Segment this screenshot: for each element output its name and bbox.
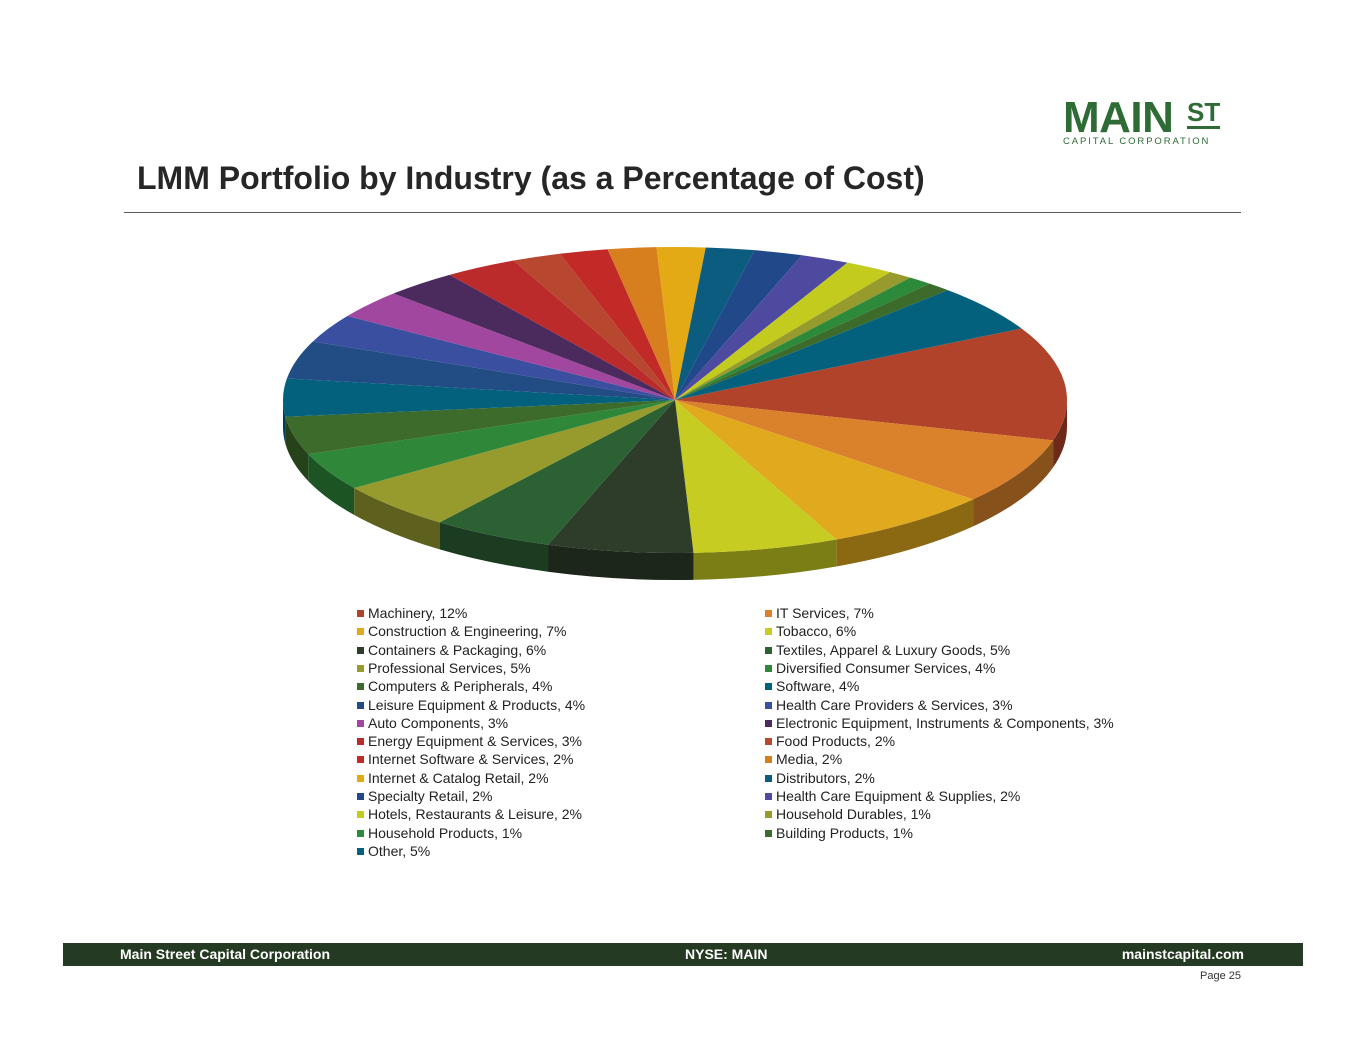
pie-side-8 xyxy=(285,416,309,482)
pie-side-3 xyxy=(693,539,837,580)
pie-slice-12 xyxy=(347,293,675,400)
pie-slice-19 xyxy=(675,247,755,400)
pie-slice-4 xyxy=(548,400,694,553)
pie-side-2 xyxy=(836,499,974,567)
logo-main-text: MAIN xyxy=(1063,93,1174,142)
pie-side-1 xyxy=(973,440,1054,527)
pie-slice-0 xyxy=(675,328,1067,441)
pie-slice-15 xyxy=(513,253,675,400)
title-divider xyxy=(124,212,1241,213)
pie-side-7 xyxy=(308,454,355,515)
pie-slice-24 xyxy=(675,277,930,400)
pie-slice-23 xyxy=(675,272,911,400)
pie-side-0 xyxy=(1053,400,1067,468)
pie-slice-16 xyxy=(559,249,675,400)
pie-slice-10 xyxy=(286,341,675,400)
pie-side-6 xyxy=(354,487,440,550)
pie-slice-18 xyxy=(656,247,706,400)
pie-side-4 xyxy=(548,544,694,580)
pie-slice-2 xyxy=(675,400,974,540)
footer-ticker: NYSE: MAIN xyxy=(685,946,768,962)
pie-slice-7 xyxy=(308,400,675,488)
pie-slice-1 xyxy=(675,400,1054,500)
pie-slice-21 xyxy=(675,255,848,400)
pie-slice-13 xyxy=(393,274,675,400)
pie-slice-9 xyxy=(283,378,675,417)
footer-company: Main Street Capital Corporation xyxy=(120,946,331,962)
pie-slice-5 xyxy=(439,400,675,545)
footer-bar: Main Street Capital Corporation NYSE: MA… xyxy=(63,943,1303,966)
page-title: LMM Portfolio by Industry (as a Percenta… xyxy=(137,160,925,196)
pie-side-9 xyxy=(283,400,286,444)
footer-website[interactable]: mainstcapital.com xyxy=(1121,946,1244,962)
logo-subtitle: CAPITAL CORPORATION xyxy=(1063,136,1211,147)
pie-slice-20 xyxy=(675,250,802,400)
pie-sides xyxy=(283,400,1067,580)
pie-side-5 xyxy=(439,522,549,572)
pie-slice-3 xyxy=(675,400,837,553)
logo-st-text: ST xyxy=(1187,97,1221,129)
page-number: Page 25 xyxy=(1200,970,1241,982)
pie-slice-26 xyxy=(675,290,1022,400)
pie-slice-22 xyxy=(675,262,891,400)
pie-slice-25 xyxy=(675,283,948,400)
pie-slice-14 xyxy=(449,260,675,400)
company-logo: MAIN ST CAPITAL CORPORATION xyxy=(1060,96,1225,148)
pie-slice-11 xyxy=(312,315,675,400)
pie-slice-6 xyxy=(354,400,675,523)
pie-slice-17 xyxy=(607,247,675,400)
pie-slice-8 xyxy=(285,400,675,455)
